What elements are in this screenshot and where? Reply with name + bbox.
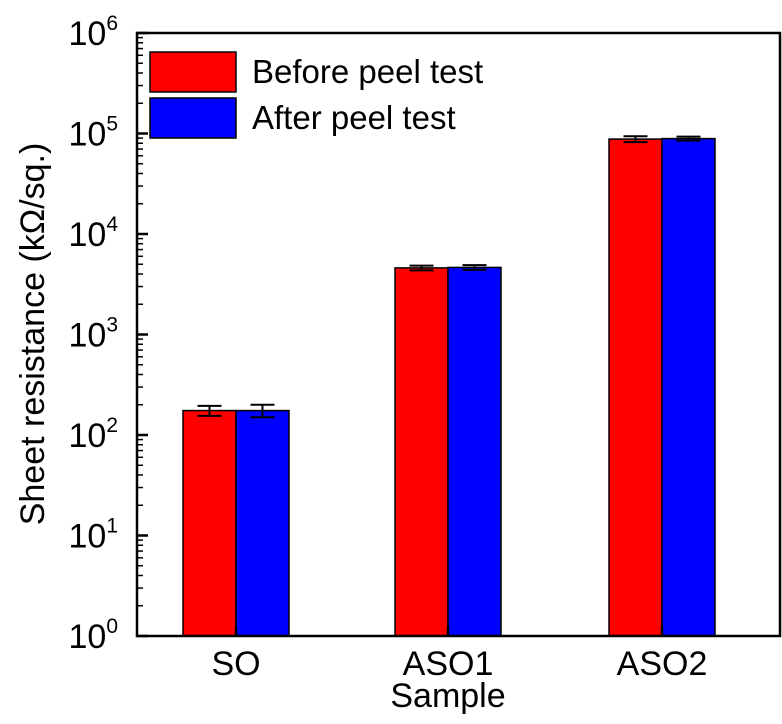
x-tick-label-aso2: ASO2 [617, 645, 708, 683]
x-tick-label-so: SO [211, 645, 260, 683]
y-tick-label: 103 [68, 314, 118, 355]
bar-so-after [235, 409, 290, 637]
x-axis-title: Sample [390, 677, 505, 715]
legend-swatch [149, 97, 237, 139]
y-axis-title: Sheet resistance (kΩ/sq.) [14, 143, 52, 526]
error-bar-aso1-after [462, 264, 487, 271]
y-tick-label: 106 [68, 12, 118, 53]
bars-layer [182, 137, 716, 637]
bar-aso2-after [661, 137, 716, 637]
legend-label: Before peel test [252, 53, 483, 90]
error-bar-so-after [250, 403, 275, 419]
error-bar-aso2-after [676, 135, 701, 142]
legend-label: After peel test [252, 99, 456, 136]
x-axis-ticks: SO ASO1 ASO2 [211, 626, 707, 683]
legend-item-before: Before peel test [149, 51, 483, 93]
legend-swatch [149, 51, 237, 93]
y-tick-label: 102 [68, 414, 118, 455]
y-tick-label: 101 [68, 515, 118, 556]
error-bar-aso1-before [409, 264, 434, 272]
error-bar-so-before [197, 404, 222, 417]
bar-aso2-before [608, 138, 663, 637]
y-tick-label: 104 [68, 213, 118, 254]
legend: Before peel test After peel test [149, 51, 483, 139]
bar-aso1-after [447, 266, 502, 637]
y-axis-ticks: 100 101 102 103 104 105 106 [68, 12, 148, 656]
error-bar-aso2-before [623, 135, 648, 144]
legend-item-after: After peel test [149, 97, 456, 139]
bar-aso1-before [394, 267, 449, 637]
error-bars-layer [197, 135, 701, 419]
bar-so-before [182, 409, 237, 637]
y-tick-label: 105 [68, 113, 118, 154]
x-tick-label-aso1: ASO1 [403, 645, 494, 683]
y-tick-label: 100 [68, 615, 118, 656]
